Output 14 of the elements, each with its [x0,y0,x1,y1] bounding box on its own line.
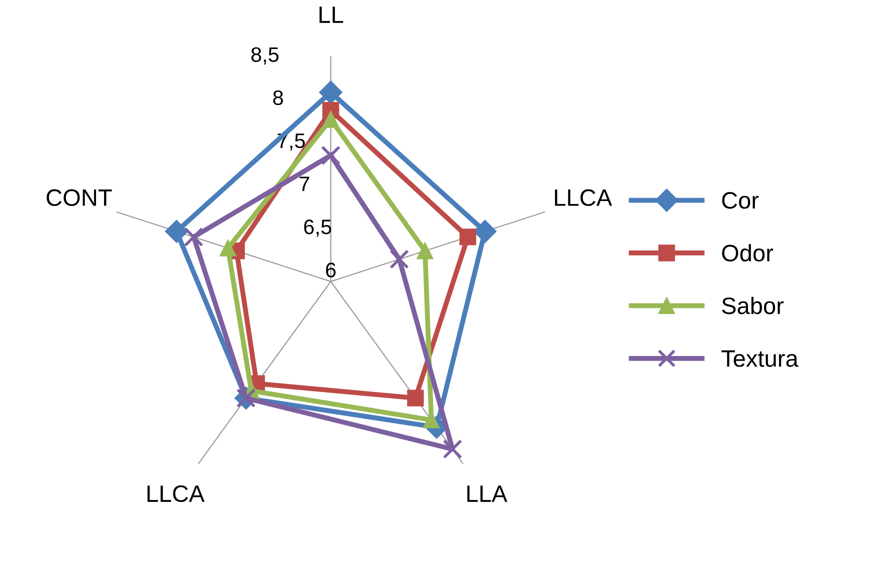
y-tick-label: 6 [326,262,336,278]
legend-label: Textura [722,350,798,367]
spoke-label: LLCA [148,485,205,502]
legend-label: Cor [722,192,759,209]
y-tick-label: 7 [300,176,310,192]
legend-label: Sabor [722,296,784,314]
y-tick-label: 8,5 [251,47,279,64]
y-tick-label: 6,5 [304,220,332,237]
legend-label: Odor [722,244,774,262]
y-tick-label: 8 [273,90,283,106]
spoke-label: LLA [467,486,508,502]
spoke-label: CONT [46,189,112,206]
spoke-label: LL [320,6,344,23]
spoke-label: LLCA [554,189,612,206]
